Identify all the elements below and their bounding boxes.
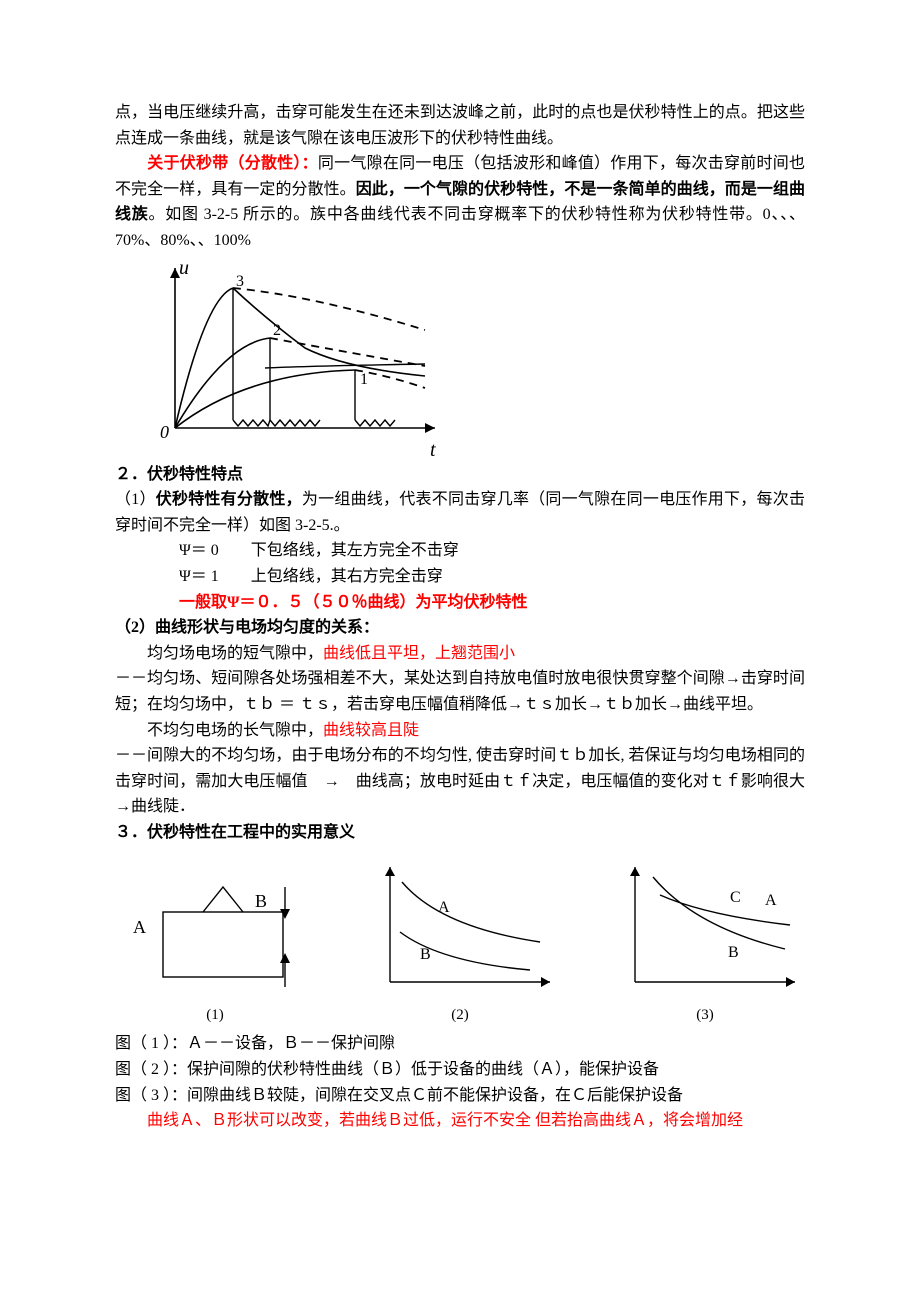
figure-3-caption: (3) [605, 1003, 805, 1027]
figure-2: A B (2) [360, 857, 560, 1027]
figure-3-2-5: 0 u t 3 2 1 [135, 258, 805, 458]
line-psi50: 一般取Ψ＝０．５（５０％曲线）为平均伏秒特性 [115, 590, 805, 616]
line-psi0: Ψ＝ 0 下包络线，其左方完全不击穿 [115, 538, 805, 564]
run-red: 曲线低且平坦，上翘范围小 [323, 645, 515, 662]
zigzag-2 [270, 420, 320, 426]
char-curve-lower [265, 364, 425, 368]
caption-line-1: 图（ 1 ）：Ａ－－设备，Ｂ－－保护间隙 [115, 1031, 805, 1057]
device-box [163, 912, 283, 977]
paragraph-7: 均匀场电场的短气隙中，曲线低且平坦，上翘范围小 [115, 641, 805, 667]
figure-1-caption: (1) [115, 1003, 315, 1027]
char-curve-upper [233, 288, 425, 376]
paragraph-10: －－间隙大的不均匀场，由于电场分布的不均匀性, 使击穿时间ｔｂ加长, 若保证与均… [115, 743, 805, 820]
run-red-bold: 关于伏秒带（分散性）： [147, 155, 318, 172]
impulse-curve-3 [175, 288, 233, 428]
figure-2-caption: (2) [360, 1003, 560, 1027]
run-red: 曲线Ａ、Ｂ形状可以改变，若曲线Ｂ过低，运行不安全 [147, 1112, 531, 1129]
triangle-icon [203, 887, 243, 912]
heading-3: （2）曲线形状与电场均匀度的关系： [115, 615, 805, 641]
impulse-curve-1 [175, 370, 355, 428]
figure-1-svg: A B [115, 857, 315, 997]
figure-3: A B C (3) [605, 857, 805, 1027]
impulse-curve-2 [175, 338, 270, 428]
heading-4: ３．伏秒特性在工程中的实用意义 [115, 820, 805, 846]
arrow-down-head [280, 909, 290, 919]
heading-2: ２．伏秒特性特点 [115, 462, 805, 488]
paragraph-9: 不均匀电场的长气隙中，曲线较高且陡 [115, 718, 805, 744]
run-bold: 伏秒特性有分散性， [156, 491, 302, 508]
label-B: B [728, 944, 739, 961]
figure-2-svg: A B [360, 857, 560, 997]
run-red: 曲线较高且陡 [323, 722, 419, 739]
run: 均匀场电场的短气隙中， [115, 645, 323, 662]
paragraph-fsband: 关于伏秒带（分散性）：同一气隙在同一电压（包括波形和峰值）作用下，每次击穿前时间… [115, 151, 805, 253]
label-A: A [133, 917, 146, 937]
label-B: B [255, 891, 267, 911]
curve-A [402, 882, 540, 942]
line-psi1: Ψ＝ 1 上包络线，其右方完全击穿 [115, 564, 805, 590]
zigzag-1 [355, 420, 395, 426]
figure-1: A B (1) [115, 857, 315, 1027]
label-B: B [420, 946, 431, 963]
run: 不均匀电场的长气隙中， [115, 722, 323, 739]
caption-line-4: 曲线Ａ、Ｂ形状可以改变，若曲线Ｂ过低，运行不安全 但若抬高曲线Ａ，将会增加经 [115, 1108, 805, 1134]
paragraph-opening: 点，当电压继续升高，击穿可能发生在还未到达波峰之前，此时的点也是伏秒特性上的点。… [115, 100, 805, 151]
document-page: 点，当电压继续升高，击穿可能发生在还未到达波峰之前，此时的点也是伏秒特性上的点。… [0, 0, 920, 1194]
paragraph-3: （1）伏秒特性有分散性，为一组曲线，代表不同击穿几率（同一气隙在同一电压作用下，… [115, 487, 805, 538]
axis-x-label: t [430, 439, 436, 458]
run: （1） [115, 491, 156, 508]
point-3-label: 3 [236, 273, 244, 290]
arrow-up-head [280, 953, 290, 963]
caption-line-3: 图（ 3 ）：间隙曲线Ｂ较陡，间隙在交叉点Ｃ前不能保护设备，在Ｃ后能保护设备 [115, 1083, 805, 1109]
run-red: 但若抬高曲线Ａ，将会增加经 [531, 1112, 743, 1129]
dashed-tail-2 [270, 338, 425, 366]
zigzag-3 [233, 420, 270, 426]
axis-y-label: u [179, 258, 189, 279]
label-C: C [730, 889, 741, 906]
point-1-label: 1 [360, 371, 368, 388]
axes [170, 268, 435, 433]
paragraph-8: －－均匀场、短间隙各处场强相差不大，某处达到自持放电值时放电很快贯穿整个间隙→击… [115, 666, 805, 717]
label-A: A [765, 892, 777, 909]
run: 。如图 3-2-5 所示的。族中各曲线代表不同击穿概率下的伏秒特性称为伏秒特性带… [115, 206, 805, 249]
figure-3-svg: A B C [605, 857, 805, 997]
label-A: A [438, 899, 450, 916]
point-2-label: 2 [273, 322, 281, 339]
caption-line-2: 图（ 2 ）：保护间隙的伏秒特性曲线（Ｂ）低于设备的曲线（Ａ），能保护设备 [115, 1057, 805, 1083]
figure-3-2-5-svg: 0 u t 3 2 1 [135, 258, 455, 458]
axis-zero-label: 0 [160, 422, 169, 442]
figure-row: A B (1) A B (2) [115, 857, 805, 1027]
dashed-tail-3 [233, 288, 425, 330]
